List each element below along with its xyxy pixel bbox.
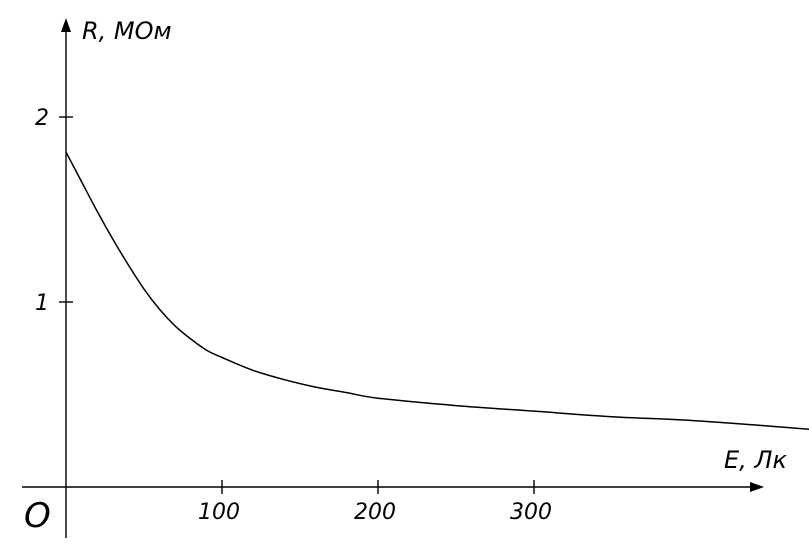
- y-axis-label: R, МОм: [82, 17, 172, 45]
- x-tick-label: 200: [354, 500, 396, 525]
- y-tick-label: 2: [35, 106, 49, 131]
- axes: [22, 18, 764, 538]
- y-axis-arrow: [61, 18, 71, 32]
- ticks: 100 200 300 1 2: [35, 106, 552, 525]
- x-axis-label: E, Лк: [724, 446, 787, 474]
- x-axis-arrow: [750, 482, 764, 492]
- x-tick-label: 300: [510, 500, 552, 525]
- resistance-curve: [65, 151, 809, 430]
- x-tick-label: 100: [198, 500, 240, 525]
- origin-label: O: [24, 496, 51, 536]
- y-tick-label: 1: [35, 291, 49, 316]
